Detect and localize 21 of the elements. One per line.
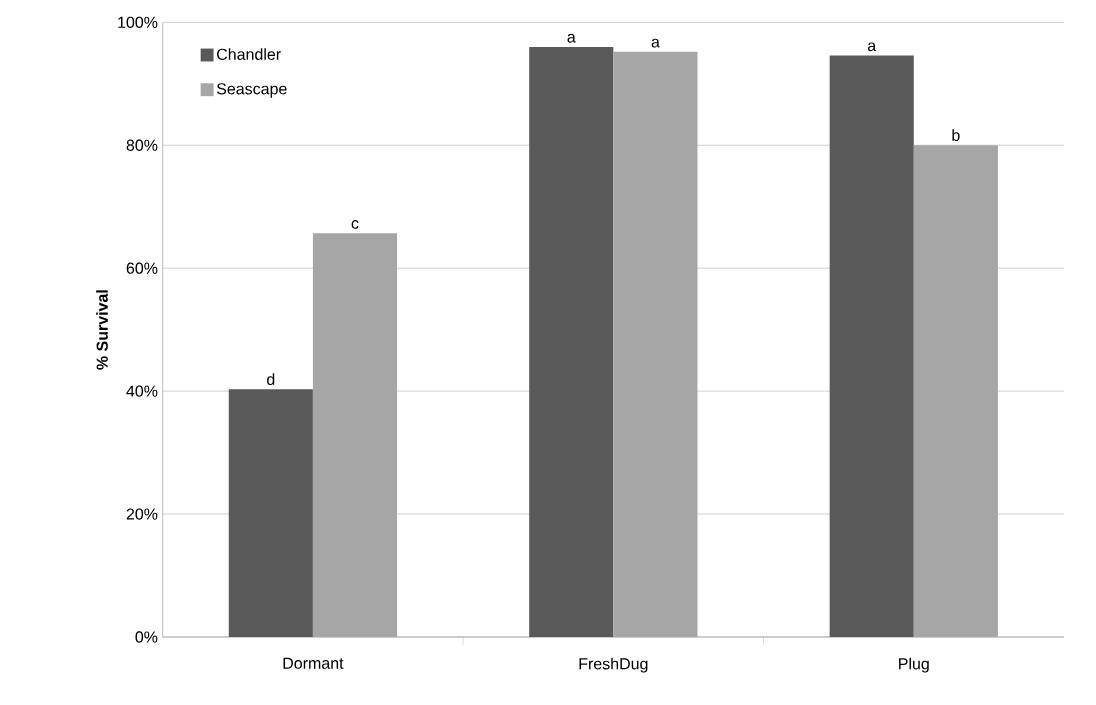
bar — [529, 46, 614, 637]
x-tick-label: FreshDug — [579, 657, 648, 673]
y-tick-label: 0% — [135, 631, 158, 643]
annotation: a — [867, 42, 877, 52]
bar — [228, 389, 313, 637]
x-tick-label: Dormant — [283, 657, 344, 669]
annotation: a — [651, 38, 660, 48]
annotation: d — [267, 373, 275, 385]
y-tick-label: 80% — [126, 139, 158, 151]
annotation: b — [952, 129, 960, 141]
y-tick-label: 40% — [126, 385, 158, 397]
y-tick-label: 100% — [118, 16, 158, 28]
annotation: c — [351, 220, 359, 229]
annotation: a — [567, 33, 576, 43]
y-tick-label: 20% — [126, 508, 158, 520]
legend-label: Seascape — [216, 83, 287, 98]
bar — [829, 55, 914, 637]
y-tick-label: 60% — [126, 262, 158, 274]
legend-label: Chandler — [217, 48, 281, 60]
x-tick-label: Plug — [899, 657, 929, 673]
y-axis-title: % Survival — [96, 290, 108, 370]
